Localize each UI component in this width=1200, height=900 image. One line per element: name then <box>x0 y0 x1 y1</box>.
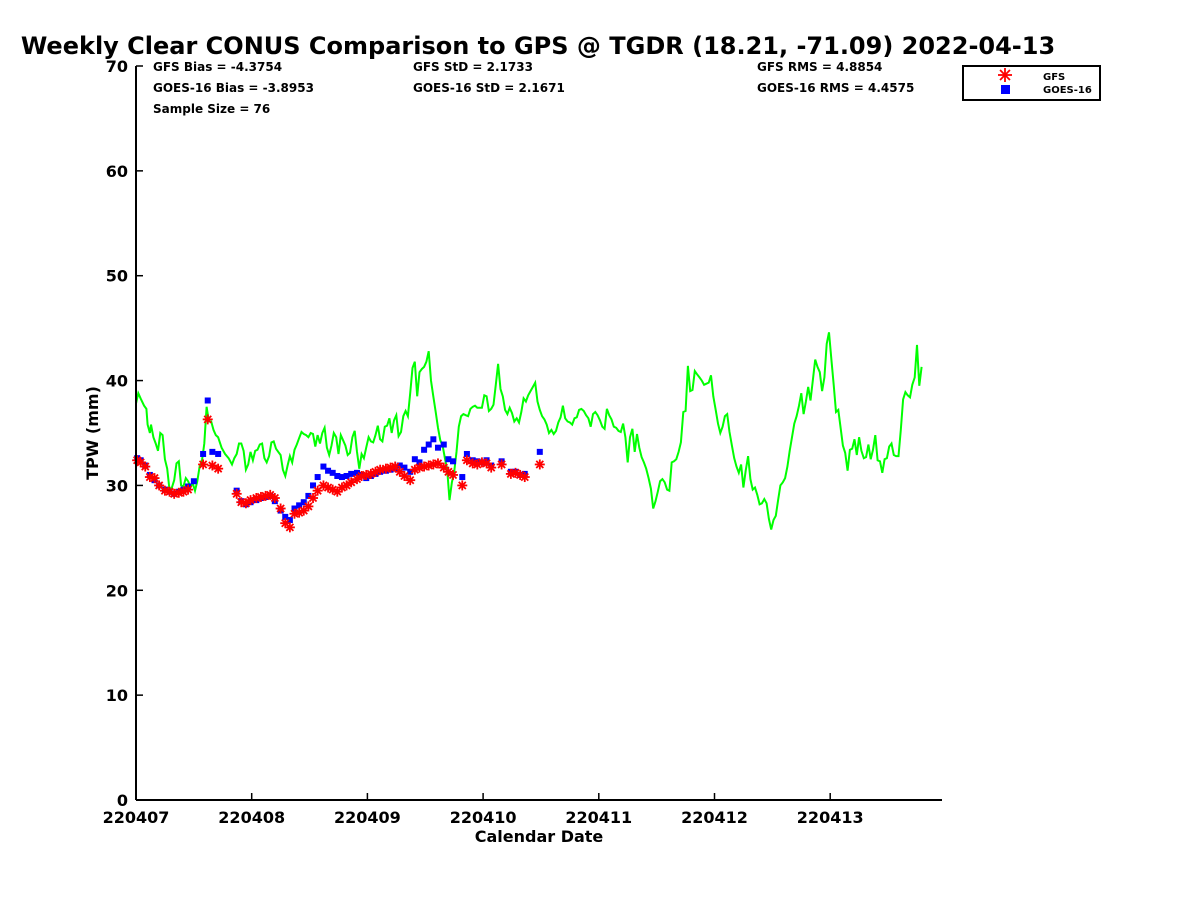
gfs-point <box>183 484 194 495</box>
x-tick-label: 220411 <box>565 808 632 827</box>
goes16-point <box>200 450 207 457</box>
goes16-point <box>445 456 452 463</box>
gfs-point <box>432 458 443 469</box>
goes16-point <box>450 458 457 465</box>
goes16-point <box>348 470 355 477</box>
goes16-point <box>286 517 293 524</box>
goes16-point <box>434 444 441 451</box>
goes16-point <box>401 464 408 471</box>
stat-gfs-bias: GFS Bias = -4.3754 <box>153 60 282 74</box>
gfs-point <box>399 470 410 481</box>
stat-goes-std: GOES-16 StD = 2.1671 <box>413 81 565 95</box>
goes16-point <box>338 474 345 481</box>
goes16-point <box>463 450 470 457</box>
x-tick-label: 220410 <box>450 808 517 827</box>
stat-gfs-std: GFS StD = 2.1733 <box>413 60 533 74</box>
x-tick-label: 220408 <box>218 808 285 827</box>
goes16-point <box>291 505 298 512</box>
legend-gfs-marker <box>998 68 1012 82</box>
goes16-point <box>416 459 423 466</box>
gfs-point <box>308 493 319 504</box>
y-tick-label: 40 <box>106 372 128 391</box>
stat-goes-rms: GOES-16 RMS = 4.4575 <box>757 81 914 95</box>
goes16-point <box>300 499 307 506</box>
x-tick-label: 220412 <box>681 808 748 827</box>
goes16-point <box>459 474 466 481</box>
gfs-point <box>448 469 459 480</box>
goes16-point <box>310 482 317 489</box>
goes16-point <box>396 462 403 469</box>
gfs-point <box>419 461 430 472</box>
goes16-point <box>536 448 543 455</box>
legend-gfs-asterisk <box>998 68 1012 82</box>
statistics-block: GFS Bias = -4.3754 GOES-16 Bias = -3.895… <box>153 60 914 116</box>
chart-title: Weekly Clear CONUS Comparison to GPS @ T… <box>21 32 1055 60</box>
goes16-point <box>325 467 332 474</box>
legend-goes16-label: GOES-16 <box>1043 85 1092 96</box>
legend-box <box>962 65 1101 101</box>
stat-sample-size: Sample Size = 76 <box>153 102 270 116</box>
gfs-point <box>140 461 151 472</box>
gfs-point <box>275 503 286 514</box>
legend: GFS GOES-16 <box>962 65 1101 101</box>
y-tick-label: 0 <box>117 791 128 810</box>
x-tick-label: 220413 <box>797 808 864 827</box>
gfs-point <box>405 475 416 486</box>
goes16-point <box>421 446 428 453</box>
goes16-point <box>440 441 447 448</box>
goes16-point <box>343 472 350 479</box>
gfs-point <box>390 461 401 472</box>
goes16-point <box>296 502 303 509</box>
gfs-point <box>457 480 468 491</box>
gfs-point <box>149 473 160 484</box>
gfs-point <box>284 522 295 533</box>
goes16-point <box>430 436 437 443</box>
x-axis-label: Calendar Date <box>475 827 604 846</box>
x-tick-label: 220409 <box>334 808 401 827</box>
gfs-point <box>198 459 209 470</box>
axes: 220407 220408 220409 220410 220411 220412 2204… <box>103 57 942 827</box>
y-tick-label: 20 <box>106 581 128 600</box>
y-tick-label: 70 <box>106 57 128 76</box>
stat-goes-bias: GOES-16 Bias = -3.8953 <box>153 81 314 95</box>
gfs-point <box>231 488 242 499</box>
gfs-point <box>534 459 545 470</box>
goes16-point <box>215 450 222 457</box>
legend-gfs-label: GFS <box>1043 72 1065 83</box>
goes16-point <box>407 468 414 475</box>
series-line-gps <box>135 332 923 530</box>
y-tick-label: 30 <box>106 476 128 495</box>
gfs-point <box>496 459 507 470</box>
goes16-point <box>209 448 216 455</box>
y-axis-ticks: 0 10 20 30 40 50 60 70 <box>106 57 143 810</box>
y-tick-label: 10 <box>106 686 128 705</box>
legend-goes16-marker <box>1001 85 1010 94</box>
x-tick-label: 220407 <box>103 808 170 827</box>
goes16-point <box>320 463 327 470</box>
gfs-point <box>303 501 314 512</box>
y-tick-label: 50 <box>106 267 128 286</box>
series-gfs-markers <box>132 414 545 533</box>
stat-gfs-rms: GFS RMS = 4.8854 <box>757 60 882 74</box>
goes16-point <box>353 469 360 476</box>
y-tick-label: 60 <box>106 162 128 181</box>
goes16-point <box>282 513 289 520</box>
gfs-point <box>269 493 280 504</box>
gfs-point <box>213 463 224 474</box>
goes16-point <box>314 474 321 481</box>
goes16-point <box>204 397 211 404</box>
x-axis-ticks: 220407 220408 220409 220410 220411 220412 2204… <box>103 793 864 827</box>
gfs-point <box>202 414 213 425</box>
gfs-point <box>519 472 530 483</box>
goes16-point <box>411 456 418 463</box>
gfs-point <box>486 462 497 473</box>
goes16-point <box>329 469 336 476</box>
plot-area <box>132 332 923 533</box>
goes16-point <box>190 478 197 485</box>
goes16-point <box>334 472 341 479</box>
goes16-point <box>425 441 432 448</box>
goes16-point <box>305 492 312 499</box>
y-axis-label: TPW (mm) <box>83 386 102 480</box>
